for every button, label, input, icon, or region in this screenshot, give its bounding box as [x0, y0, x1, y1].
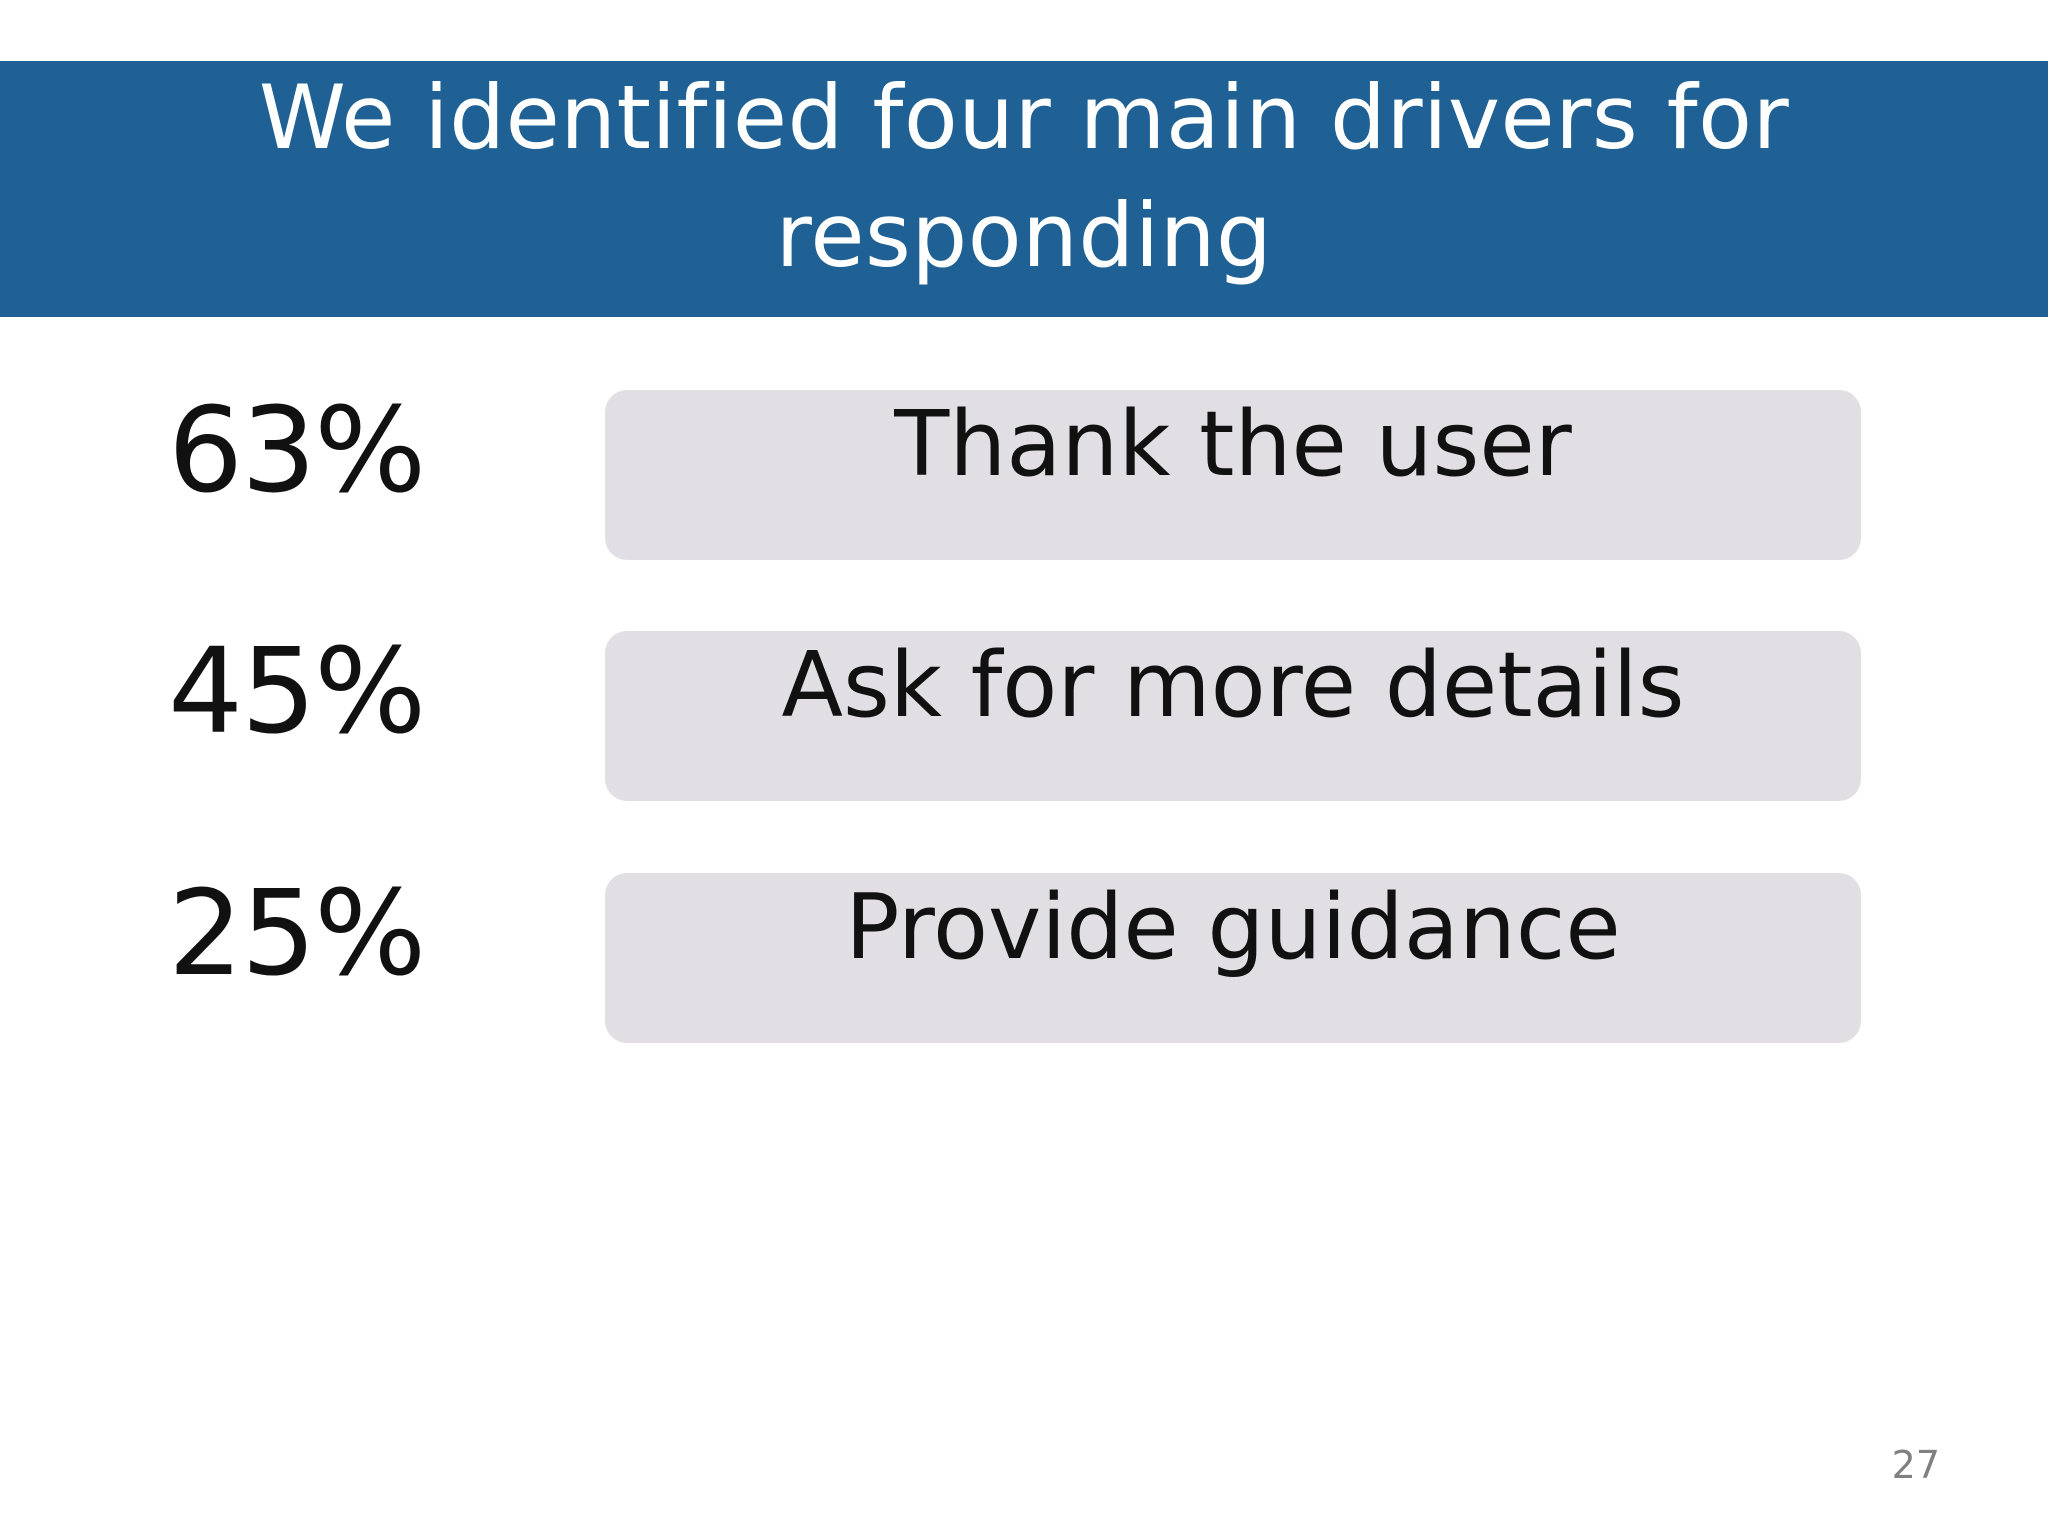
slide-title: We identified four main drivers for resp… [258, 66, 1790, 287]
driver-label: Ask for more details [781, 633, 1685, 738]
page-number: 27 [1891, 1443, 1940, 1487]
driver-percent: 63% [168, 381, 426, 519]
driver-row: 45% Ask for more details [0, 622, 2048, 801]
driver-box: Thank the user [605, 390, 1861, 560]
driver-percent: 25% [168, 864, 426, 1002]
driver-label: Thank the user [894, 392, 1572, 497]
driver-label: Provide guidance [845, 875, 1621, 980]
driver-row: 63% Thank the user [0, 381, 2048, 560]
driver-row: 25% Provide guidance [0, 864, 2048, 1043]
driver-box: Ask for more details [605, 631, 1861, 801]
title-banner: We identified four main drivers for resp… [0, 61, 2048, 317]
driver-box: Provide guidance [605, 873, 1861, 1043]
driver-percent: 45% [168, 622, 426, 760]
